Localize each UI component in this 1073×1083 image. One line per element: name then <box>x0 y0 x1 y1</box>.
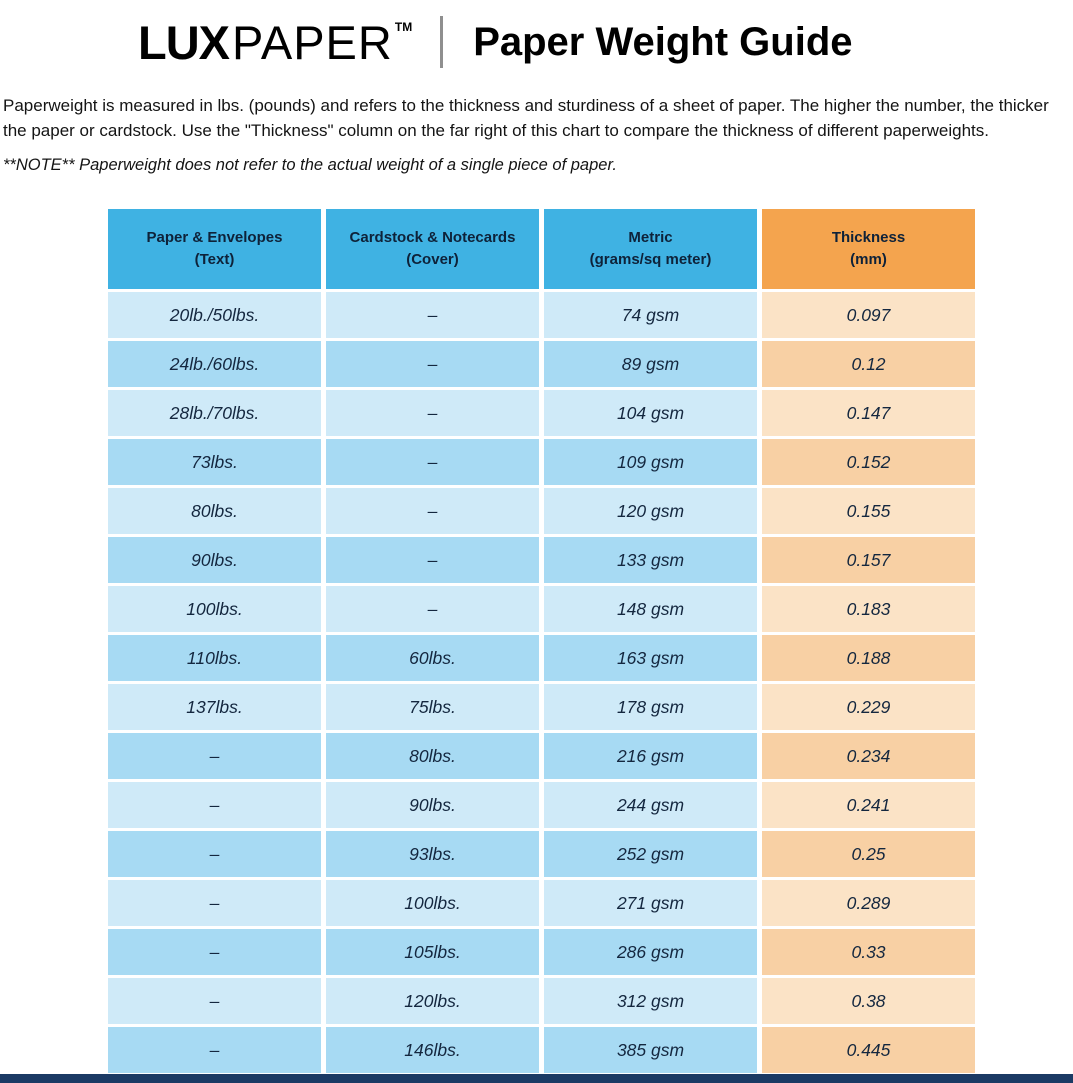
weight-cell: – <box>326 488 539 535</box>
weight-cell: – <box>326 439 539 486</box>
header: LUXPAPER TM Paper Weight Guide <box>0 0 1073 74</box>
weight-cell: 100lbs. <box>108 586 321 633</box>
weight-cell: 109 gsm <box>544 439 757 486</box>
weight-cell: 120lbs. <box>326 978 539 1025</box>
weight-cell: – <box>108 880 321 927</box>
weight-cell: 163 gsm <box>544 635 757 682</box>
table-row: 73lbs. –109 gsm 0.152 <box>108 439 975 486</box>
weight-cell: 110lbs. <box>108 635 321 682</box>
weight-cell: – <box>108 978 321 1025</box>
thickness-cell: 0.183 <box>762 586 975 633</box>
thickness-cell: 0.12 <box>762 341 975 388</box>
weight-cell: – <box>108 733 321 780</box>
thickness-cell: 0.234 <box>762 733 975 780</box>
thickness-cell: 0.155 <box>762 488 975 535</box>
weight-cell: 105lbs. <box>326 929 539 976</box>
thickness-cell: 0.147 <box>762 390 975 437</box>
weight-cell: 252 gsm <box>544 831 757 878</box>
weight-cell: 104 gsm <box>544 390 757 437</box>
weight-cell: 93lbs. <box>326 831 539 878</box>
weight-cell: 271 gsm <box>544 880 757 927</box>
page-title: Paper Weight Guide <box>473 19 853 64</box>
table-row: 100lbs. –148 gsm 0.183 <box>108 586 975 633</box>
table-row: 28lb./70lbs. –104 gsm 0.147 <box>108 390 975 437</box>
weight-cell: – <box>108 929 321 976</box>
column-header: Thickness (mm) <box>762 209 975 290</box>
table-head: Paper & Envelopes (Text) Cardstock & Notec… <box>108 209 975 290</box>
weight-cell: 120 gsm <box>544 488 757 535</box>
weight-cell: 80lbs. <box>326 733 539 780</box>
weight-cell: – <box>326 537 539 584</box>
table-row: –105lbs. 286 gsm 0.33 <box>108 929 975 976</box>
table-row: 137lbs. 75lbs. 178 gsm 0.229 <box>108 684 975 731</box>
intro-paragraph: Paperweight is measured in lbs. (pounds)… <box>3 96 1049 140</box>
table-body: 20lb./50lbs. –74 gsm 0.097 24lb./60lbs. –89 … <box>108 292 975 1074</box>
weight-cell: 24lb./60lbs. <box>108 341 321 388</box>
weight-cell: 28lb./70lbs. <box>108 390 321 437</box>
thickness-cell: 0.33 <box>762 929 975 976</box>
paper-weight-table: Paper & Envelopes (Text) Cardstock & Notec… <box>103 206 980 1076</box>
lux-paper-logo: LUXPAPER TM <box>138 15 412 70</box>
logo-trademark: TM <box>394 19 413 34</box>
thickness-cell: 0.38 <box>762 978 975 1025</box>
weight-cell: 75lbs. <box>326 684 539 731</box>
weight-cell: 73lbs. <box>108 439 321 486</box>
thickness-cell: 0.289 <box>762 880 975 927</box>
weight-cell: 90lbs. <box>326 782 539 829</box>
column-header: Cardstock & Notecards (Cover) <box>326 209 539 290</box>
weight-cell: – <box>108 831 321 878</box>
table-row: 90lbs. –133 gsm 0.157 <box>108 537 975 584</box>
thickness-cell: 0.097 <box>762 292 975 339</box>
weight-cell: 74 gsm <box>544 292 757 339</box>
weight-cell: – <box>326 341 539 388</box>
footer-bar <box>0 1074 1073 1083</box>
weight-cell: 244 gsm <box>544 782 757 829</box>
weight-cell: 385 gsm <box>544 1027 757 1074</box>
table-row: –93lbs. 252 gsm 0.25 <box>108 831 975 878</box>
logo-lux-text: LUX <box>138 15 230 69</box>
thickness-cell: 0.188 <box>762 635 975 682</box>
table-header-row: Paper & Envelopes (Text) Cardstock & Notec… <box>108 209 975 290</box>
table-row: –100lbs. 271 gsm 0.289 <box>108 880 975 927</box>
table-row: 80lbs. –120 gsm 0.155 <box>108 488 975 535</box>
thickness-cell: 0.229 <box>762 684 975 731</box>
weight-cell: 100lbs. <box>326 880 539 927</box>
weight-cell: 60lbs. <box>326 635 539 682</box>
table-row: –90lbs. 244 gsm 0.241 <box>108 782 975 829</box>
table-row: –120lbs. 312 gsm 0.38 <box>108 978 975 1025</box>
weight-cell: 20lb./50lbs. <box>108 292 321 339</box>
column-header: Metric (grams/sq meter) <box>544 209 757 290</box>
weight-cell: 216 gsm <box>544 733 757 780</box>
thickness-cell: 0.152 <box>762 439 975 486</box>
table-row: –146lbs. 385 gsm 0.445 <box>108 1027 975 1074</box>
thickness-cell: 0.25 <box>762 831 975 878</box>
weight-cell: 286 gsm <box>544 929 757 976</box>
weight-cell: – <box>108 1027 321 1074</box>
column-header: Paper & Envelopes (Text) <box>108 209 321 290</box>
weight-cell: 90lbs. <box>108 537 321 584</box>
header-divider <box>440 16 444 68</box>
thickness-cell: 0.157 <box>762 537 975 584</box>
note-text: **NOTE** Paperweight does not refer to t… <box>3 156 617 175</box>
weight-cell: 89 gsm <box>544 341 757 388</box>
table-row: 24lb./60lbs. –89 gsm 0.12 <box>108 341 975 388</box>
weight-cell: – <box>326 586 539 633</box>
logo-paper-text: PAPER <box>232 15 393 69</box>
thickness-cell: 0.445 <box>762 1027 975 1074</box>
weight-cell: 133 gsm <box>544 537 757 584</box>
weight-cell: 80lbs. <box>108 488 321 535</box>
table-row: 110lbs. 60lbs. 163 gsm 0.188 <box>108 635 975 682</box>
thickness-cell: 0.241 <box>762 782 975 829</box>
weight-cell: – <box>326 292 539 339</box>
weight-cell: – <box>108 782 321 829</box>
weight-cell: 146lbs. <box>326 1027 539 1074</box>
weight-cell: 148 gsm <box>544 586 757 633</box>
table-row: –80lbs. 216 gsm 0.234 <box>108 733 975 780</box>
weight-cell: 137lbs. <box>108 684 321 731</box>
weight-cell: 312 gsm <box>544 978 757 1025</box>
table-row: 20lb./50lbs. –74 gsm 0.097 <box>108 292 975 339</box>
weight-cell: 178 gsm <box>544 684 757 731</box>
weight-cell: – <box>326 390 539 437</box>
